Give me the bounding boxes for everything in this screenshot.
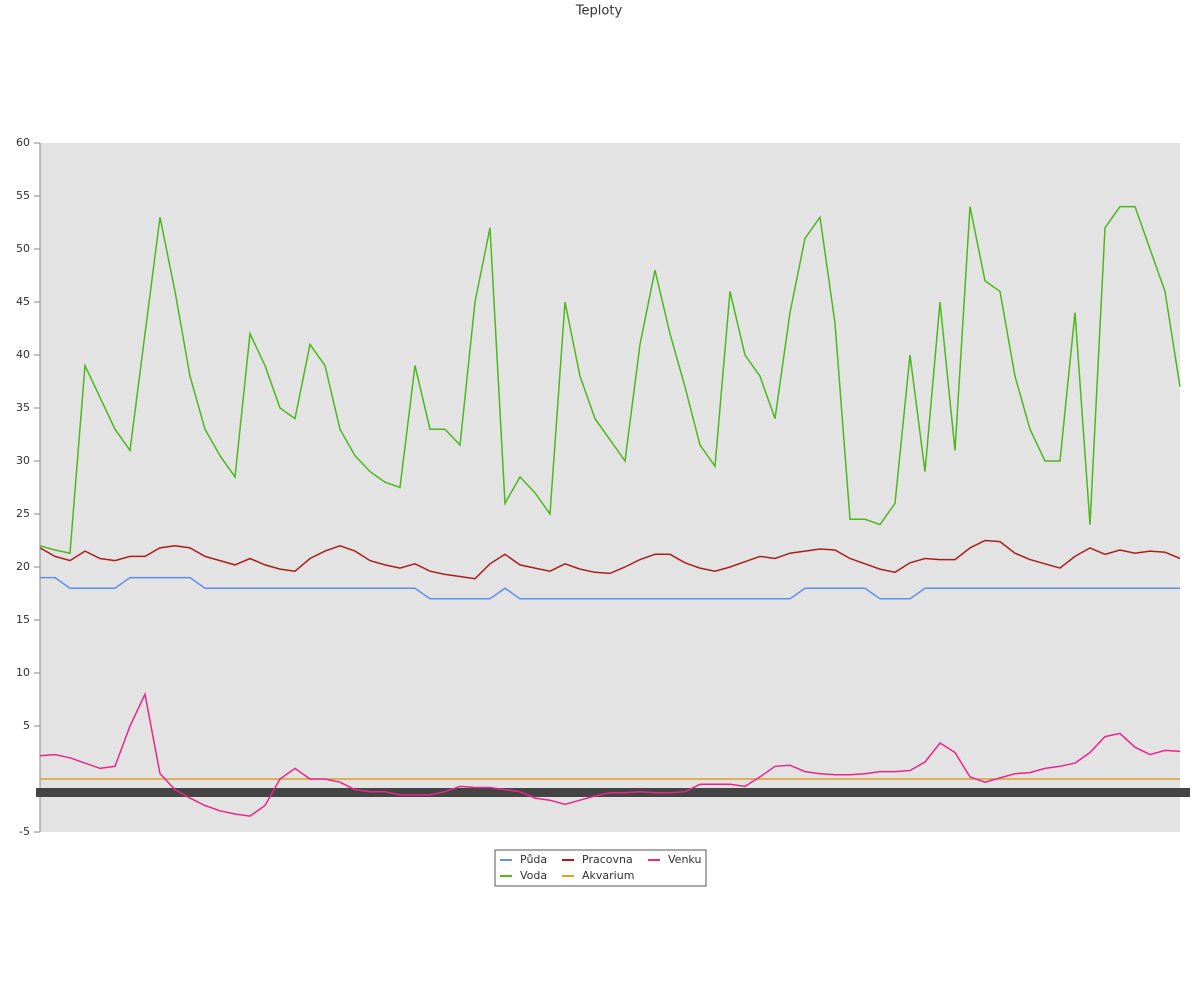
y-tick-label: 60 bbox=[16, 136, 30, 149]
plot-area bbox=[40, 143, 1180, 832]
y-tick-label: 35 bbox=[16, 401, 30, 414]
y-tick-label: 50 bbox=[16, 242, 30, 255]
y-tick-label: 45 bbox=[16, 295, 30, 308]
series-line bbox=[39, 691, 1181, 817]
legend-box bbox=[494, 849, 707, 887]
y-tick-label: 25 bbox=[16, 507, 30, 520]
legend-label: Pracovna bbox=[582, 853, 633, 866]
series-line bbox=[39, 539, 1181, 580]
chart-title: Teploty bbox=[575, 4, 623, 19]
y-tick-label: 5 bbox=[23, 719, 30, 732]
legend-label: Voda bbox=[520, 869, 547, 882]
series-line bbox=[39, 205, 1181, 555]
y-tick-label: 30 bbox=[16, 454, 30, 467]
y-tick-label: 15 bbox=[16, 613, 30, 626]
y-tick-label: -5 bbox=[19, 825, 30, 838]
legend-label: Akvarium bbox=[582, 869, 634, 882]
y-tick-label: 10 bbox=[16, 666, 30, 679]
y-tick-label: 55 bbox=[16, 189, 30, 202]
y-tick-label: 20 bbox=[16, 560, 30, 573]
legend-label: Půda bbox=[520, 853, 547, 866]
series-line bbox=[40, 576, 1180, 600]
legend-label: Venku bbox=[668, 853, 701, 866]
y-tick-label: 40 bbox=[16, 348, 30, 361]
